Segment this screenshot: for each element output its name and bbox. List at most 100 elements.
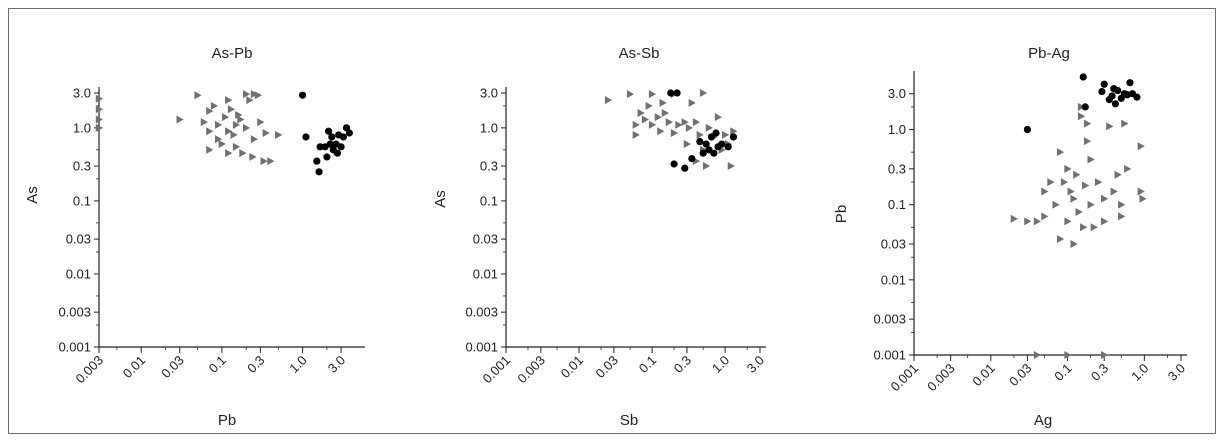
data-point-circle: [1023, 125, 1032, 134]
x-tick-label: 0.001: [888, 361, 922, 395]
data-point-circle: [724, 143, 732, 151]
data-point-triangle: [246, 96, 254, 105]
x-tick-label: 0.1: [1051, 361, 1074, 384]
data-point-triangle: [262, 129, 270, 138]
data-point-triangle: [661, 108, 669, 117]
data-point-circle: [1126, 79, 1134, 87]
data-point-triangle: [1083, 137, 1092, 146]
data-point-triangle: [721, 130, 730, 139]
data-point-triangle: [1137, 187, 1145, 196]
y-tick-label: 0.3: [888, 161, 906, 176]
data-point-triangle: [1083, 119, 1092, 128]
x-tick-label: 0.01: [969, 361, 998, 390]
data-point-triangle: [699, 89, 708, 97]
data-point-triangle: [1124, 164, 1132, 173]
data-point-triangle: [683, 140, 691, 149]
chart-panel-2: As-Sb3.01.00.30.10.030.010.0030.0010.001…: [432, 45, 767, 429]
data-point-triangle: [1106, 122, 1114, 131]
data-point-triangle: [685, 123, 693, 132]
y-axis-label: As: [432, 190, 449, 208]
chart-title: As-Pb: [212, 45, 253, 62]
series-circles: [1023, 73, 1141, 134]
data-point-circle: [323, 153, 331, 161]
data-point-circle: [667, 89, 675, 97]
data-point-triangle: [206, 127, 214, 136]
data-point-circle: [688, 154, 696, 163]
y-tick-label: 0.01: [881, 272, 906, 287]
data-point-triangle: [239, 149, 247, 158]
data-point-triangle: [648, 90, 657, 99]
data-point-triangle: [227, 105, 236, 114]
data-point-circle: [718, 140, 726, 148]
data-point-circle: [729, 133, 738, 141]
data-point-triangle: [692, 118, 701, 127]
data-point-circle: [316, 143, 324, 151]
data-point-triangle: [267, 157, 275, 166]
series-circles: [298, 91, 353, 176]
data-point-triangle: [641, 115, 650, 124]
x-tick-label: 0.3: [244, 353, 267, 376]
data-point-triangle: [1101, 351, 1109, 359]
data-point-circle: [702, 140, 710, 148]
data-point-triangle: [1064, 217, 1072, 226]
data-point-triangle: [659, 98, 667, 107]
x-tick-label: 0.3: [1088, 361, 1111, 384]
data-point-triangle: [1139, 194, 1147, 203]
data-point-triangle: [1056, 148, 1065, 157]
y-tick-label: 1.0: [480, 120, 498, 135]
y-tick-label: 0.03: [66, 232, 91, 247]
y-tick-label: 0.001: [58, 340, 91, 355]
x-tick-label: 3.0: [744, 353, 767, 376]
data-point-triangle: [230, 130, 238, 139]
data-point-triangle: [696, 130, 704, 139]
data-point-circle: [345, 129, 353, 137]
data-point-circle: [1079, 73, 1087, 81]
data-point-triangle: [730, 127, 738, 136]
x-tick-label: 0.03: [1006, 361, 1035, 390]
y-tick-label: 0.1: [480, 193, 498, 208]
y-tick-label: 0.3: [73, 159, 91, 174]
x-axis-label: Ag: [1034, 412, 1052, 429]
x-tick-label: 0.003: [514, 353, 548, 387]
x-tick-label: 3.0: [1165, 361, 1188, 384]
y-axis-label: Pb: [833, 205, 850, 223]
data-point-triangle: [1101, 194, 1109, 203]
data-point-circle: [1100, 80, 1108, 88]
series-triangles: [1010, 102, 1147, 359]
data-point-circle: [326, 140, 334, 148]
data-point-triangle: [222, 113, 230, 122]
y-tick-label: 0.003: [873, 312, 906, 327]
data-point-triangle: [1118, 212, 1126, 221]
figure-frame: As-Pb 3.0 1.0 0.3 0.1 0.03 0.01 0.003 0.001 0.003…: [8, 8, 1216, 434]
data-point-triangle: [654, 113, 662, 122]
data-point-triangle: [1033, 351, 1042, 359]
x-tick-label: 0.01: [558, 353, 587, 382]
y-tick-label: 3.0: [480, 86, 498, 101]
data-point-triangle: [637, 108, 645, 117]
data-point-triangle: [1073, 170, 1081, 179]
data-point-triangle: [242, 90, 251, 99]
data-point-triangle: [257, 118, 265, 127]
figure-canvas: As-Pb3.01.00.30.10.030.010.0030.0010.003…: [24, 45, 1188, 429]
data-point-triangle: [225, 96, 233, 105]
data-point-triangle: [249, 152, 257, 161]
data-point-triangle: [1010, 214, 1018, 223]
x-tick-label: 0.003: [73, 353, 107, 387]
data-point-triangle: [657, 127, 665, 136]
data-point-triangle: [1090, 223, 1098, 232]
data-point-circle: [333, 149, 342, 157]
data-point-triangle: [1101, 217, 1109, 226]
data-point-triangle: [648, 120, 657, 129]
data-point-triangle: [688, 98, 696, 107]
data-point-triangle: [242, 123, 251, 132]
x-tick-label: 0.003: [924, 361, 958, 395]
y-tick-label: 3.0: [888, 86, 906, 101]
x-tick-label: 0.1: [636, 353, 659, 376]
x-tick-label: 0.03: [158, 353, 187, 382]
data-point-circle: [328, 133, 336, 141]
data-point-circle: [1110, 85, 1118, 93]
data-point-triangle: [275, 130, 283, 139]
data-point-circle: [298, 91, 307, 99]
data-point-triangle: [1121, 119, 1129, 128]
data-point-triangle: [1087, 200, 1095, 209]
